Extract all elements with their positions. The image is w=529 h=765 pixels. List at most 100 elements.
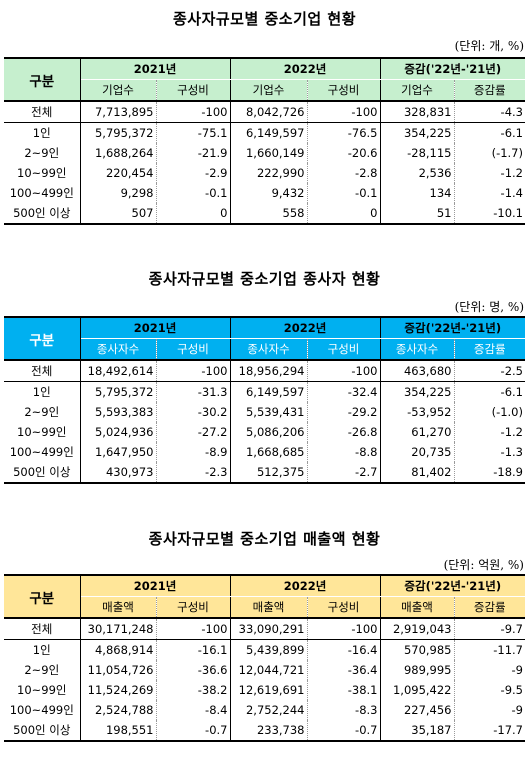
table-cell: -6.1	[453, 381, 525, 402]
table-cell: 4,868,914	[94, 643, 154, 657]
table-cell: 7,713,895	[80, 100, 156, 123]
table-row: 500인 이상 430,973 -2.3 512,375 -2.7 81,402…	[4, 462, 525, 484]
header-row-sub: 기업수 구성비 기업수 구성비 기업수 증감률	[4, 79, 525, 101]
table-cell: -36.4	[306, 660, 380, 680]
header-row-sub: 종사자수 구성비 종사자수 구성비 종사자수 증감률	[4, 338, 525, 360]
table-cell: 9,298	[120, 186, 154, 200]
table-cell: -1.2	[453, 422, 525, 442]
sub-header: 구성비	[155, 79, 230, 101]
table-cell: 18,956,294	[229, 359, 307, 382]
header-row-years: 구분 2021년 2022년 증감('22년-'21년)	[4, 316, 525, 360]
table-cell: 20,735	[379, 442, 454, 462]
table-cell: 198,551	[80, 720, 156, 742]
table-cell: -100	[306, 359, 380, 382]
table-cell: -8.9	[155, 442, 230, 462]
sales-section: 종사자규모별 중소기업 매출액 현황 (단위: 억원, %) 구분 2021년 …	[0, 518, 529, 765]
row-label: 1인	[4, 381, 81, 402]
table-cell: 51	[379, 203, 454, 225]
table-row: 500인 이상 507 0 558 0 51 -10.1	[4, 203, 525, 225]
table-cell: 5,795,372	[94, 126, 154, 140]
table-cell: -2.9	[155, 163, 230, 183]
table-cell: 12,619,691	[229, 680, 307, 700]
row-label: 10~99인	[4, 163, 81, 183]
year-header: 2021년	[80, 316, 230, 339]
table-row: 10~99인 11,524,269 -38.2 12,619,691 -38.1…	[4, 680, 525, 700]
table-cell: -0.1	[155, 183, 230, 203]
table-cell: 33,090,291	[229, 617, 307, 640]
table-cell: 1,647,950	[94, 445, 154, 459]
table-row: 1인 5,795,372 -75.1 6,149,597 -76.5 354,2…	[4, 122, 525, 143]
sub-header: 종사자수	[379, 338, 454, 360]
table-cell: -1.4	[453, 183, 525, 203]
row-label: 2~9인	[4, 402, 81, 422]
table-cell: -16.4	[306, 639, 380, 660]
sales-table: 구분 2021년 2022년 증감('22년-'21년) 매출액 구성비 매출액…	[4, 574, 525, 742]
row-label: 2~9인	[4, 660, 81, 680]
table-cell: -2.8	[306, 163, 380, 183]
table-cell: -18.9	[453, 462, 525, 484]
table-cell: -2.5	[453, 359, 525, 382]
table-cell: -9.5	[453, 680, 525, 700]
table-cell: -17.7	[453, 720, 525, 742]
table-cell: -0.7	[306, 720, 380, 742]
table-row: 10~99인 5,024,936 -27.2 5,086,206 -26.8 6…	[4, 422, 525, 442]
table-cell: -8.3	[306, 700, 380, 720]
table-title: 종사자규모별 중소기업 매출액 현황	[148, 530, 381, 548]
table-cell: -2.7	[306, 462, 380, 484]
employee-count-table: 구분 2021년 2022년 증감('22년-'21년) 종사자수 구성비 종사…	[4, 316, 525, 484]
sub-header: 종사자수	[229, 338, 307, 360]
table-cell: (-1.0)	[453, 402, 525, 422]
year-header: 증감('22년-'21년)	[379, 574, 525, 597]
row-label: 100~499인	[4, 183, 81, 203]
unit-label: (단위: 명, %)	[454, 300, 524, 314]
table-row: 100~499인 2,524,788 -8.4 2,752,244 -8.3 2…	[4, 700, 525, 720]
table-cell: -100	[306, 617, 380, 640]
table-cell: 5,086,206	[229, 422, 307, 442]
table-row: 2~9인 1,688,264 -21.9 1,660,149 -20.6 -28…	[4, 143, 525, 163]
year-header: 2022년	[229, 57, 380, 80]
sub-header: 종사자수	[80, 338, 156, 360]
sub-header: 증감률	[453, 338, 525, 360]
unit-label: (단위: 개, %)	[454, 39, 524, 53]
header-row-sub: 매출액 구성비 매출액 구성비 매출액 증감률	[4, 596, 525, 618]
table-cell: 463,680	[379, 359, 454, 382]
table-cell: 2,536	[379, 163, 454, 183]
table-row: 100~499인 1,647,950 -8.9 1,668,685 -8.8 2…	[4, 442, 525, 462]
row-label: 100~499인	[4, 700, 81, 720]
unit-label: (단위: 억원, %)	[443, 558, 524, 572]
table-row-total: 전체 30,171,248 -100 33,090,291 -100 2,919…	[4, 617, 525, 640]
table-cell: 61,270	[379, 422, 454, 442]
table-cell: 570,985	[379, 639, 454, 660]
row-label: 10~99인	[4, 422, 81, 442]
row-label: 500인 이상	[4, 720, 81, 742]
year-header: 2022년	[229, 316, 380, 339]
table-cell: -9	[453, 700, 525, 720]
table-cell: (-1.7)	[453, 143, 525, 163]
year-header: 2021년	[80, 574, 230, 597]
table-cell: -8.4	[155, 700, 230, 720]
sub-header: 매출액	[80, 596, 156, 618]
table-cell: -9.7	[453, 617, 525, 640]
table-cell: 430,973	[80, 462, 156, 484]
table-cell: 354,225	[379, 122, 454, 143]
table-cell: 227,456	[379, 700, 454, 720]
table-cell: 1,688,264	[94, 146, 154, 160]
table-cell: -26.8	[306, 422, 380, 442]
year-header: 2021년	[80, 57, 230, 80]
table-row-total: 전체 7,713,895 -100 8,042,726 -100 328,831…	[4, 100, 525, 123]
sub-header: 매출액	[229, 596, 307, 618]
year-header: 증감('22년-'21년)	[379, 316, 525, 339]
table-cell: 2,524,788	[94, 703, 154, 717]
table-cell: 12,044,721	[229, 660, 307, 680]
row-label: 전체	[4, 100, 81, 123]
table-cell: -100	[306, 100, 380, 123]
table-cell: -20.6	[306, 143, 380, 163]
table-title: 종사자규모별 중소기업 현황	[172, 10, 357, 28]
sub-header: 기업수	[229, 79, 307, 101]
sub-header: 구성비	[306, 338, 380, 360]
header-row-years: 구분 2021년 2022년 증감('22년-'21년)	[4, 574, 525, 618]
table-row: 2~9인 11,054,726 -36.6 12,044,721 -36.4 9…	[4, 660, 525, 680]
employee-count-section: 종사자규모별 중소기업 종사자 현황 (단위: 명, %) 구분 2021년 2…	[0, 258, 529, 503]
table-cell: -38.2	[155, 680, 230, 700]
table-cell: -4.3	[453, 100, 525, 123]
